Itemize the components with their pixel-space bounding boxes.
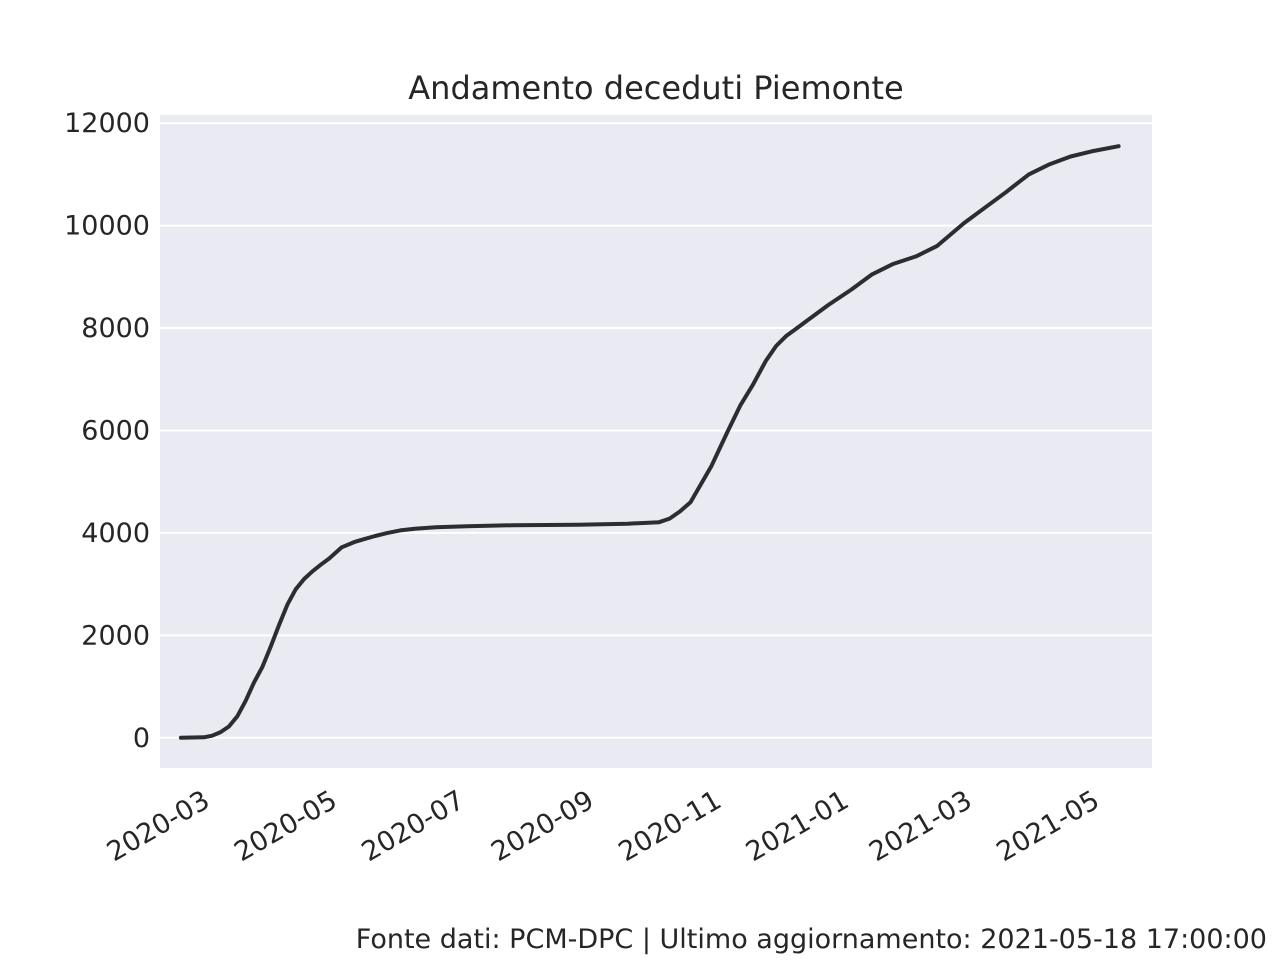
y-tick-label: 2000 bbox=[81, 620, 150, 651]
y-axis: 0 2000 4000 6000 8000 10000 12000 bbox=[64, 108, 150, 754]
y-tick-label: 4000 bbox=[81, 518, 150, 549]
x-tick-label: 2020-11 bbox=[614, 785, 727, 868]
x-axis: 2020-03 2020-05 2020-07 2020-09 2020-11 2021-… bbox=[102, 785, 1105, 868]
y-tick-label: 0 bbox=[133, 723, 150, 754]
x-tick-label: 2020-03 bbox=[102, 785, 215, 868]
x-tick-label: 2021-03 bbox=[864, 785, 977, 868]
x-tick-label: 2020-07 bbox=[357, 785, 470, 868]
series-line bbox=[178, 144, 1121, 740]
plot-area bbox=[160, 115, 1152, 768]
x-tick-label: 2020-09 bbox=[486, 785, 599, 868]
x-tick-label: 2021-05 bbox=[992, 785, 1105, 868]
y-tick-label: 8000 bbox=[81, 313, 150, 344]
grid-lines bbox=[160, 122, 1152, 739]
x-tick-label: 2020-05 bbox=[229, 785, 342, 868]
x-tick-label: 2021-01 bbox=[741, 785, 854, 868]
y-tick-label: 6000 bbox=[81, 415, 150, 446]
y-tick-label: 10000 bbox=[64, 211, 150, 242]
chart-title: Andamento deceduti Piemonte bbox=[408, 69, 903, 107]
data-source-note: Fonte dati: PCM-DPC | Ultimo aggiornamen… bbox=[355, 924, 1267, 955]
y-tick-label: 12000 bbox=[64, 108, 150, 139]
series-layer bbox=[178, 144, 1121, 740]
